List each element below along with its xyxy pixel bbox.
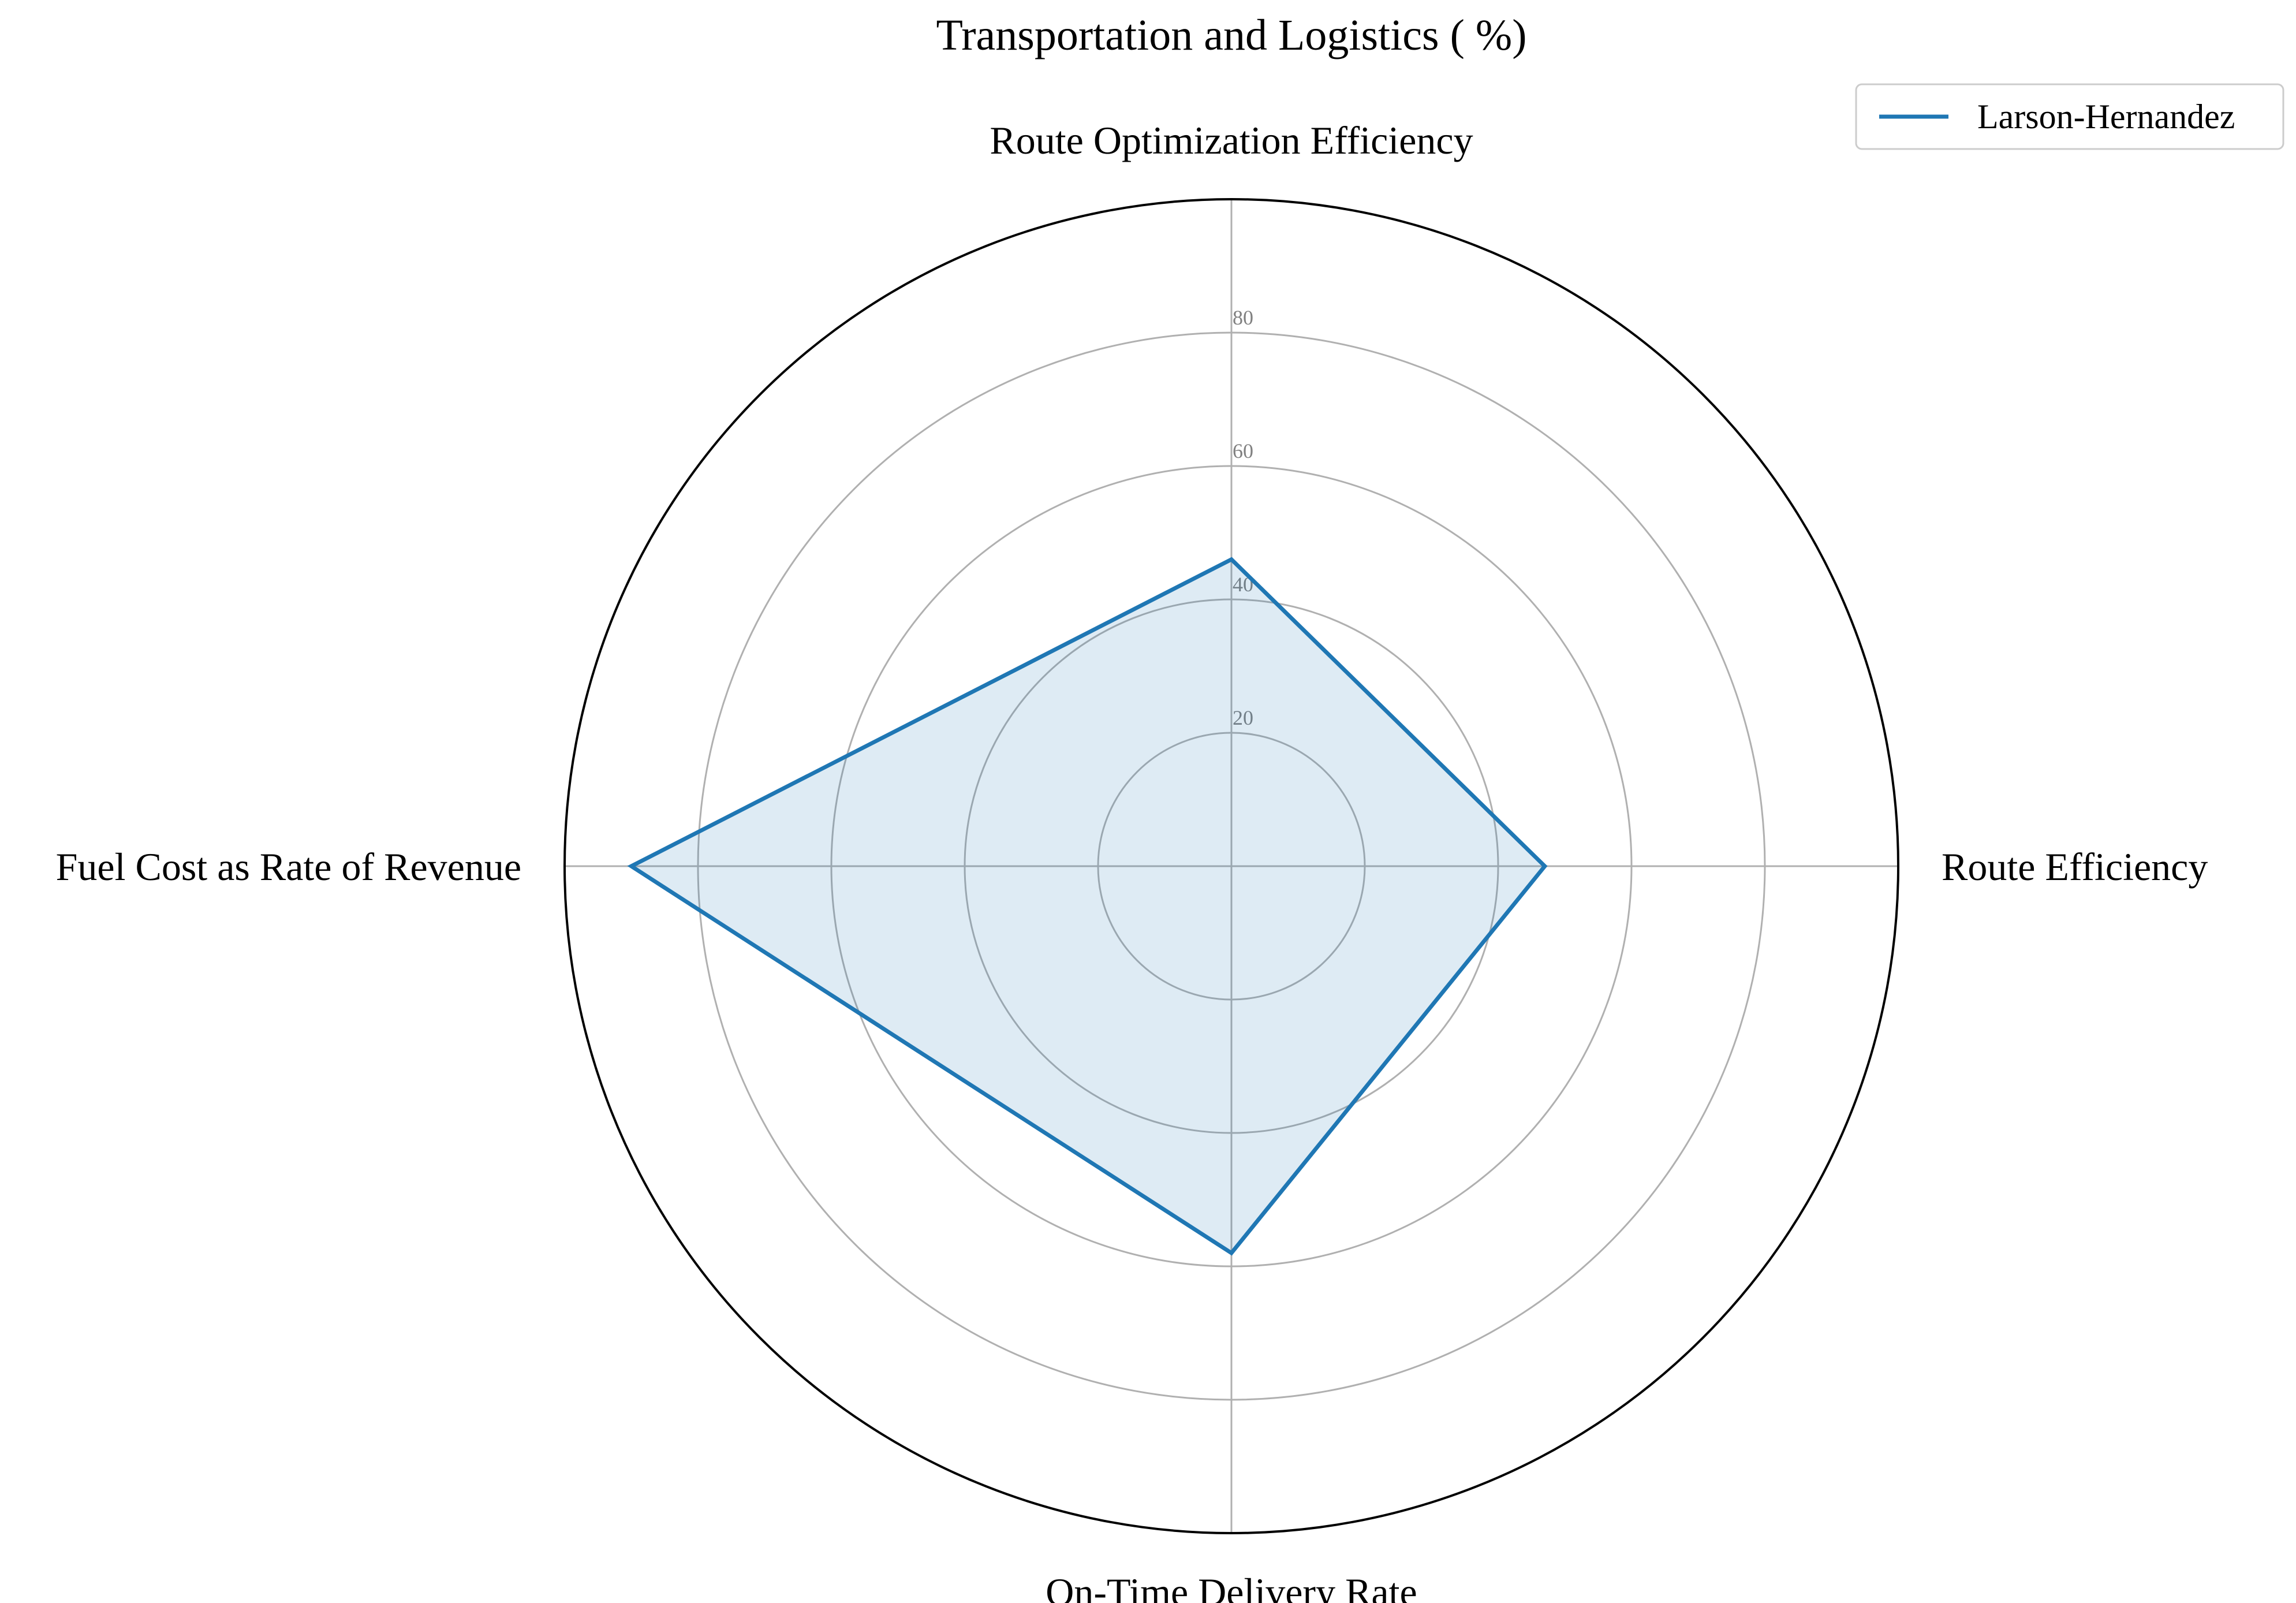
legend-label: Larson-Hernandez xyxy=(1977,98,2235,136)
legend-box xyxy=(1855,83,2284,150)
legend: Larson-Hernandez xyxy=(1855,83,2284,150)
chart-title: Transportation and Logistics ( %) xyxy=(936,11,1526,59)
series-layer xyxy=(627,557,1548,1256)
tick-label-20: 20 xyxy=(1233,706,1253,729)
outer-circle xyxy=(563,198,1899,1534)
category-label-3: Fuel Cost as Rate of Revenue xyxy=(56,845,521,889)
radial-spokes xyxy=(565,199,1898,1533)
tick-label-60: 60 xyxy=(1233,439,1253,463)
category-label-1: Route Efficiency xyxy=(1942,845,2208,889)
series-area-0 xyxy=(631,559,1545,1253)
tick-label-80: 80 xyxy=(1233,306,1253,329)
outer-frame xyxy=(563,198,1899,1534)
category-labels: Route Optimization Efficiency Route Effic… xyxy=(56,118,2208,1603)
category-label-0: Route Optimization Efficiency xyxy=(990,118,1473,162)
category-label-2: On-Time Delivery Rate xyxy=(1046,1570,1417,1603)
